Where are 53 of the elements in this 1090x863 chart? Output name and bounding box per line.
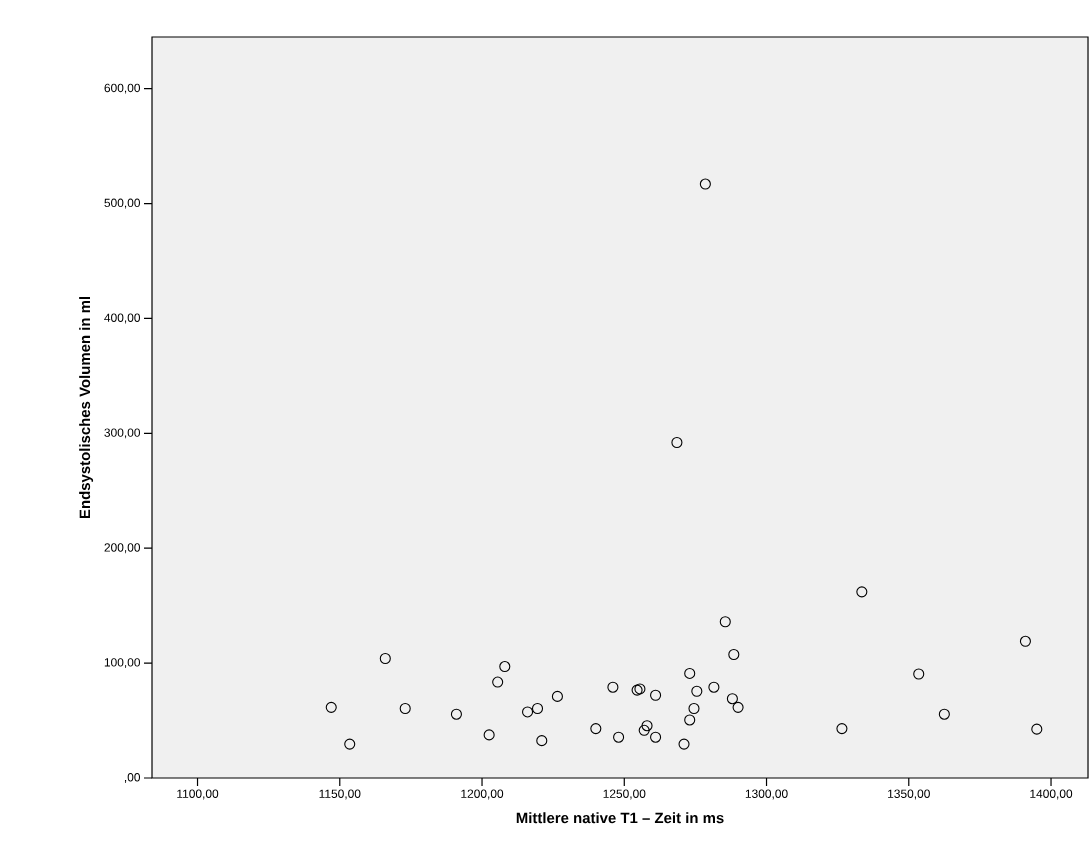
point <box>708 681 720 693</box>
point <box>399 702 411 715</box>
point <box>856 586 868 598</box>
point <box>836 723 848 735</box>
x-axis-title: Mittlere native T1 – Zeit in ms <box>516 812 724 824</box>
point <box>536 735 548 747</box>
x-tick-label: 1250,00 <box>603 789 646 800</box>
point <box>684 714 696 726</box>
point <box>1019 635 1031 647</box>
point <box>551 690 563 702</box>
point <box>650 689 662 701</box>
point <box>671 436 683 449</box>
point <box>1031 723 1043 735</box>
point <box>325 701 337 713</box>
point <box>450 708 462 720</box>
point <box>699 178 711 190</box>
point <box>938 708 950 720</box>
point <box>607 681 619 693</box>
point <box>483 729 495 741</box>
point <box>732 701 744 713</box>
point <box>590 723 602 735</box>
x-tick-label: 1400,00 <box>1030 789 1073 800</box>
point <box>726 693 738 705</box>
point <box>531 702 544 715</box>
x-tick-label: 1100,00 <box>177 789 219 800</box>
point <box>344 738 356 750</box>
point <box>613 731 625 743</box>
y-tick-label: 100,00 <box>104 658 141 669</box>
y-tick-label: 600,00 <box>104 83 141 94</box>
y-tick-label: 400,00 <box>104 313 141 324</box>
point <box>728 648 740 661</box>
point <box>688 702 700 715</box>
x-tick-label: 1300,00 <box>745 789 788 800</box>
point <box>492 676 504 688</box>
y-tick-label: 500,00 <box>104 198 141 209</box>
y-axis-title: Endsystolisches Volumen in ml <box>79 296 94 519</box>
point <box>678 738 690 750</box>
y-tick-label: 200,00 <box>104 543 141 554</box>
y-tick-label: ,00 <box>124 773 141 783</box>
point <box>522 706 534 718</box>
point <box>499 661 511 673</box>
x-tick-label: 1150,00 <box>319 789 361 800</box>
point <box>638 724 650 736</box>
point <box>913 668 925 680</box>
point <box>684 667 696 679</box>
y-tick-label: 300,00 <box>104 428 141 439</box>
x-tick-label: 1350,00 <box>888 789 930 800</box>
point <box>641 720 653 732</box>
point <box>691 685 703 697</box>
point <box>719 616 731 628</box>
point <box>650 731 662 743</box>
x-tick-label: 1200,00 <box>461 789 504 800</box>
point <box>379 652 391 665</box>
